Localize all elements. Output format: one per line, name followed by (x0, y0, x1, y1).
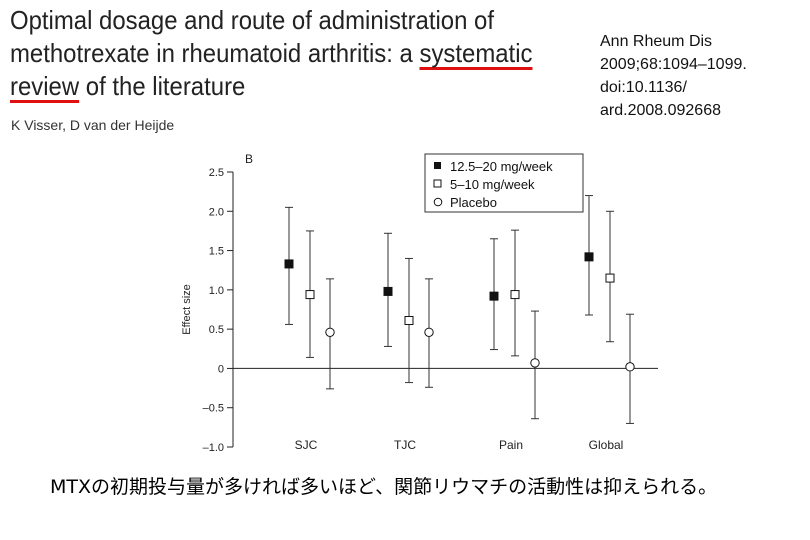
data-point (605, 273, 615, 283)
slide-caption: MTXの初期投与量が多ければ多いほど、関節リウマチの活動性は抑えられる。 (50, 476, 718, 498)
effect-size-chart: 2.5 2.0 1.5 1.0 0.5 0 –0.5 –1.0 Effect size B SJC T… (181, 152, 658, 454)
data-point (424, 327, 434, 337)
y-tick-label: 2.0 (209, 206, 224, 218)
legend-marker (433, 179, 442, 188)
data-point (305, 290, 315, 300)
category-label: SJC (295, 438, 318, 452)
data-point (404, 316, 414, 325)
title-part-2: of the literature (79, 71, 246, 101)
data-point (325, 327, 335, 337)
data-point (383, 286, 393, 296)
y-axis-label: Effect size (181, 284, 193, 335)
paper-authors: K Visser, D van der Heijde (11, 117, 175, 133)
y-tick-label: 0 (218, 363, 224, 375)
legend-box (424, 153, 584, 213)
y-tick-label: 1.0 (209, 285, 224, 297)
legend-label: 5–10 mg/week (450, 177, 535, 192)
data-point (510, 290, 520, 300)
legend-marker (434, 162, 441, 169)
legend-marker (433, 197, 443, 207)
legend-label: Placebo (450, 195, 497, 210)
data-point (584, 252, 594, 262)
paper-citation: Ann Rheum Dis 2009;68:1094–1099. doi:10.… (600, 33, 747, 119)
data-point (625, 362, 635, 372)
category-label: TJC (394, 438, 416, 452)
legend-label: 12.5–20 mg/week (450, 159, 553, 174)
y-tick-label: 0.5 (209, 324, 224, 336)
title-underlined-review: review (10, 71, 80, 101)
y-tick-label: 1.5 (209, 246, 224, 258)
category-label: Pain (499, 438, 523, 452)
data-point (284, 259, 294, 269)
title-part-1: Optimal dosage and route of administrati… (10, 5, 495, 68)
y-tick-label: 2.5 (209, 167, 224, 179)
y-tick-label: –0.5 (203, 403, 224, 415)
paper-title: Optimal dosage and route of administrati… (10, 4, 544, 103)
data-point (530, 358, 540, 368)
title-underlined-systematic: systematic (419, 38, 533, 68)
y-tick-label: –1.0 (203, 442, 224, 454)
data-point (489, 291, 499, 301)
panel-label: B (245, 152, 253, 166)
category-label: Global (589, 438, 624, 452)
